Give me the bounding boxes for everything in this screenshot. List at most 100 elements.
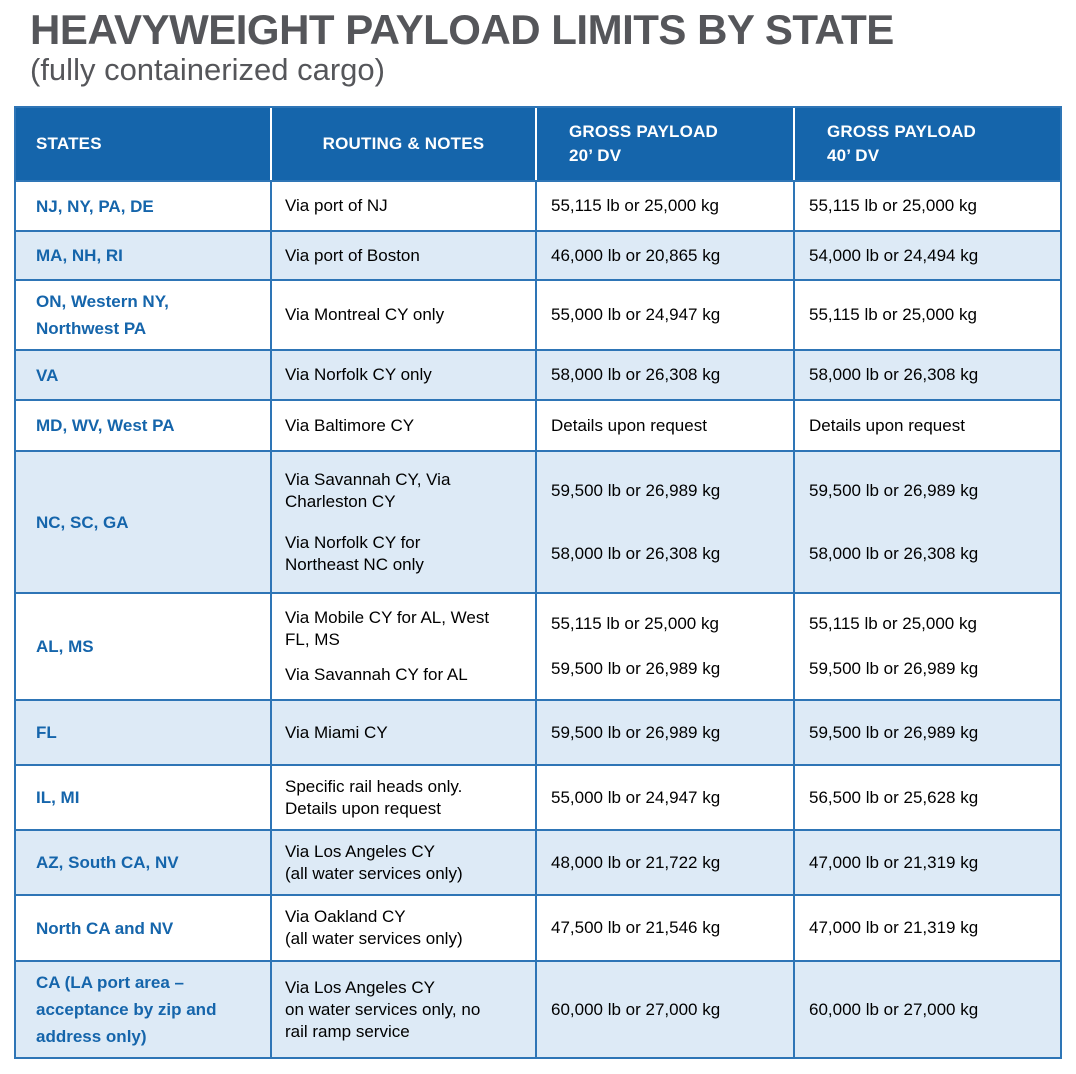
- payload-20-text: 55,115 lb or 25,000 kg: [551, 196, 719, 216]
- payload-40-text: 47,000 lb or 21,319 kg: [809, 852, 979, 872]
- payload-40-text: 55,115 lb or 25,000 kg: [809, 613, 977, 633]
- table-row: North CA and NV Via Oakland CY (all water…: [16, 894, 1060, 961]
- routing-notes-cell: Via Los Angeles CY on water services onl…: [270, 962, 535, 1058]
- states-cell: NC, SC, GA: [36, 512, 129, 532]
- states-cell: CA (LA port area – acceptance by zip and…: [36, 973, 217, 1047]
- routing-notes-cell: Via Mobile CY for AL, West FL, MS Via Sav…: [270, 594, 535, 700]
- payload-20-text: 58,000 lb or 26,308 kg: [551, 543, 721, 563]
- note-text: Via Los Angeles CY on water services onl…: [285, 977, 481, 1041]
- payload-20-text: Details upon request: [551, 415, 707, 435]
- routing-notes-cell: Via Los Angeles CY (all water services o…: [270, 831, 535, 895]
- payload-40-text: 60,000 lb or 27,000 kg: [809, 999, 979, 1019]
- table-row: NJ, NY, PA, DE Via port of NJ 55,115 lb or…: [16, 180, 1060, 231]
- states-cell: FL: [36, 723, 57, 743]
- states-cell: MD, WV, West PA: [36, 416, 175, 436]
- payload-40-cell: 47,000 lb or 21,319 kg: [793, 896, 1060, 961]
- payload-40-cell: 55,115 lb or 25,000 kg 59,500 lb or 26,98…: [793, 594, 1060, 700]
- payload-20-text: 55,115 lb or 25,000 kg: [551, 613, 719, 633]
- note-text: Via Los Angeles CY (all water services o…: [285, 841, 463, 883]
- states-cell: MA, NH, RI: [36, 246, 123, 266]
- note-text: Via Baltimore CY: [285, 415, 415, 435]
- payload-20-text: 47,500 lb or 21,546 kg: [551, 918, 721, 938]
- payload-40-text: 59,500 lb or 26,989 kg: [809, 480, 979, 500]
- page-subtitle: (fully containerized cargo): [30, 52, 385, 88]
- payload-40-text: 59,500 lb or 26,989 kg: [809, 722, 979, 742]
- payload-20-text: 46,000 lb or 20,865 kg: [551, 245, 721, 265]
- page-title: HEAVYWEIGHT PAYLOAD LIMITS BY STATE: [30, 6, 894, 53]
- table-header-row: STATES ROUTING & NOTES GROSS PAYLOAD 20’…: [16, 108, 1060, 181]
- states-cell: IL, MI: [36, 788, 80, 808]
- states-cell: North CA and NV: [36, 918, 174, 938]
- note-text: Specific rail heads only. Details upon r…: [285, 776, 463, 818]
- payload-40-text: 59,500 lb or 26,989 kg: [809, 659, 979, 679]
- header-cell-states: STATES: [36, 134, 102, 154]
- routing-notes-cell: Via port of NJ: [270, 182, 535, 231]
- payload-20-text: 59,500 lb or 26,989 kg: [551, 659, 721, 679]
- payload-20-text: 58,000 lb or 26,308 kg: [551, 365, 721, 385]
- payload-40-cell: 58,000 lb or 26,308 kg: [793, 351, 1060, 400]
- table-row: AL, MS Via Mobile CY for AL, West FL, MS V…: [16, 592, 1060, 700]
- note-text: Via Norfolk CY for Northeast NC only: [285, 532, 424, 574]
- note-text: Via Oakland CY (all water services only): [285, 907, 463, 949]
- routing-notes-cell: Specific rail heads only. Details upon r…: [270, 766, 535, 830]
- routing-notes-cell: Via Montreal CY only: [270, 281, 535, 350]
- payload-20-text: 55,000 lb or 24,947 kg: [551, 787, 721, 807]
- states-cell: AZ, South CA, NV: [36, 853, 179, 873]
- payload-40-cell: Details upon request: [793, 401, 1060, 451]
- payload-40-text: 47,000 lb or 21,319 kg: [809, 918, 979, 938]
- payload-20-cell: 47,500 lb or 21,546 kg: [535, 896, 793, 961]
- payload-40-cell: 60,000 lb or 27,000 kg: [793, 962, 1060, 1058]
- payload-20-cell: 59,500 lb or 26,989 kg 58,000 lb or 26,30…: [535, 452, 793, 593]
- payload-40-text: 55,115 lb or 25,000 kg: [809, 305, 977, 325]
- payload-20-cell: 59,500 lb or 26,989 kg: [535, 701, 793, 765]
- payload-20-cell: 48,000 lb or 21,722 kg: [535, 831, 793, 895]
- header-cell-routing-notes: ROUTING & NOTES: [270, 108, 535, 181]
- table-row: CA (LA port area – acceptance by zip and…: [16, 960, 1060, 1058]
- note-text: Via Savannah CY, Via Charleston CY: [285, 469, 451, 511]
- note-text: Via Miami CY: [285, 722, 388, 742]
- header-cell-gross-payload-20dv: GROSS PAYLOAD 20’ DV: [535, 108, 793, 181]
- payload-40-text: Details upon request: [809, 415, 965, 435]
- payload-20-cell: 58,000 lb or 26,308 kg: [535, 351, 793, 400]
- payload-20-text: 59,500 lb or 26,989 kg: [551, 480, 721, 500]
- table-row: FL Via Miami CY 59,500 lb or 26,989 kg 59,5…: [16, 699, 1060, 765]
- table-row: MD, WV, West PA Via Baltimore CY Details u…: [16, 399, 1060, 451]
- table-row: NC, SC, GA Via Savannah CY, Via Charlesto…: [16, 450, 1060, 593]
- payload-40-text: 55,115 lb or 25,000 kg: [809, 196, 977, 216]
- table-row: IL, MI Specific rail heads only. Details …: [16, 764, 1060, 830]
- payload-40-text: 58,000 lb or 26,308 kg: [809, 543, 979, 563]
- states-cell: VA: [36, 365, 59, 385]
- table-body: NJ, NY, PA, DE Via port of NJ 55,115 lb or…: [16, 180, 1060, 1058]
- routing-notes-cell: Via Norfolk CY only: [270, 351, 535, 400]
- payload-40-cell: 47,000 lb or 21,319 kg: [793, 831, 1060, 895]
- payload-20-text: 55,000 lb or 24,947 kg: [551, 305, 721, 325]
- payload-20-cell: 60,000 lb or 27,000 kg: [535, 962, 793, 1058]
- note-text: Via Montreal CY only: [285, 305, 445, 325]
- payload-40-cell: 56,500 lb or 25,628 kg: [793, 766, 1060, 830]
- table-row: ON, Western NY, Northwest PA Via Montreal…: [16, 279, 1060, 350]
- payload-40-text: 56,500 lb or 25,628 kg: [809, 787, 979, 807]
- routing-notes-cell: Via Oakland CY (all water services only): [270, 896, 535, 961]
- note-text: Via port of Boston: [285, 245, 420, 265]
- payload-20-text: 48,000 lb or 21,722 kg: [551, 852, 721, 872]
- table-row: MA, NH, RI Via port of Boston 46,000 lb or…: [16, 230, 1060, 280]
- payload-20-cell: 46,000 lb or 20,865 kg: [535, 232, 793, 280]
- header-cell-gross-payload-40dv: GROSS PAYLOAD 40’ DV: [793, 108, 1060, 181]
- payload-40-cell: 54,000 lb or 24,494 kg: [793, 232, 1060, 280]
- payload-20-cell: 55,000 lb or 24,947 kg: [535, 766, 793, 830]
- note-text: Via Norfolk CY only: [285, 365, 432, 385]
- routing-notes-cell: Via port of Boston: [270, 232, 535, 280]
- routing-notes-cell: Via Savannah CY, Via Charleston CY Via No…: [270, 452, 535, 593]
- payload-20-cell: 55,115 lb or 25,000 kg 59,500 lb or 26,98…: [535, 594, 793, 700]
- states-cell: ON, Western NY, Northwest PA: [36, 292, 169, 339]
- note-text: Via port of NJ: [285, 196, 388, 216]
- payload-20-cell: 55,115 lb or 25,000 kg: [535, 182, 793, 231]
- payload-20-cell: Details upon request: [535, 401, 793, 451]
- payload-40-text: 54,000 lb or 24,494 kg: [809, 245, 979, 265]
- table-row: AZ, South CA, NV Via Los Angeles CY (all …: [16, 829, 1060, 895]
- payload-20-text: 59,500 lb or 26,989 kg: [551, 722, 721, 742]
- payload-40-cell: 55,115 lb or 25,000 kg: [793, 182, 1060, 231]
- payload-40-text: 58,000 lb or 26,308 kg: [809, 365, 979, 385]
- page: HEAVYWEIGHT PAYLOAD LIMITS BY STATE (ful…: [0, 6, 1076, 1074]
- payload-limits-table: STATES ROUTING & NOTES GROSS PAYLOAD 20’…: [14, 106, 1062, 1060]
